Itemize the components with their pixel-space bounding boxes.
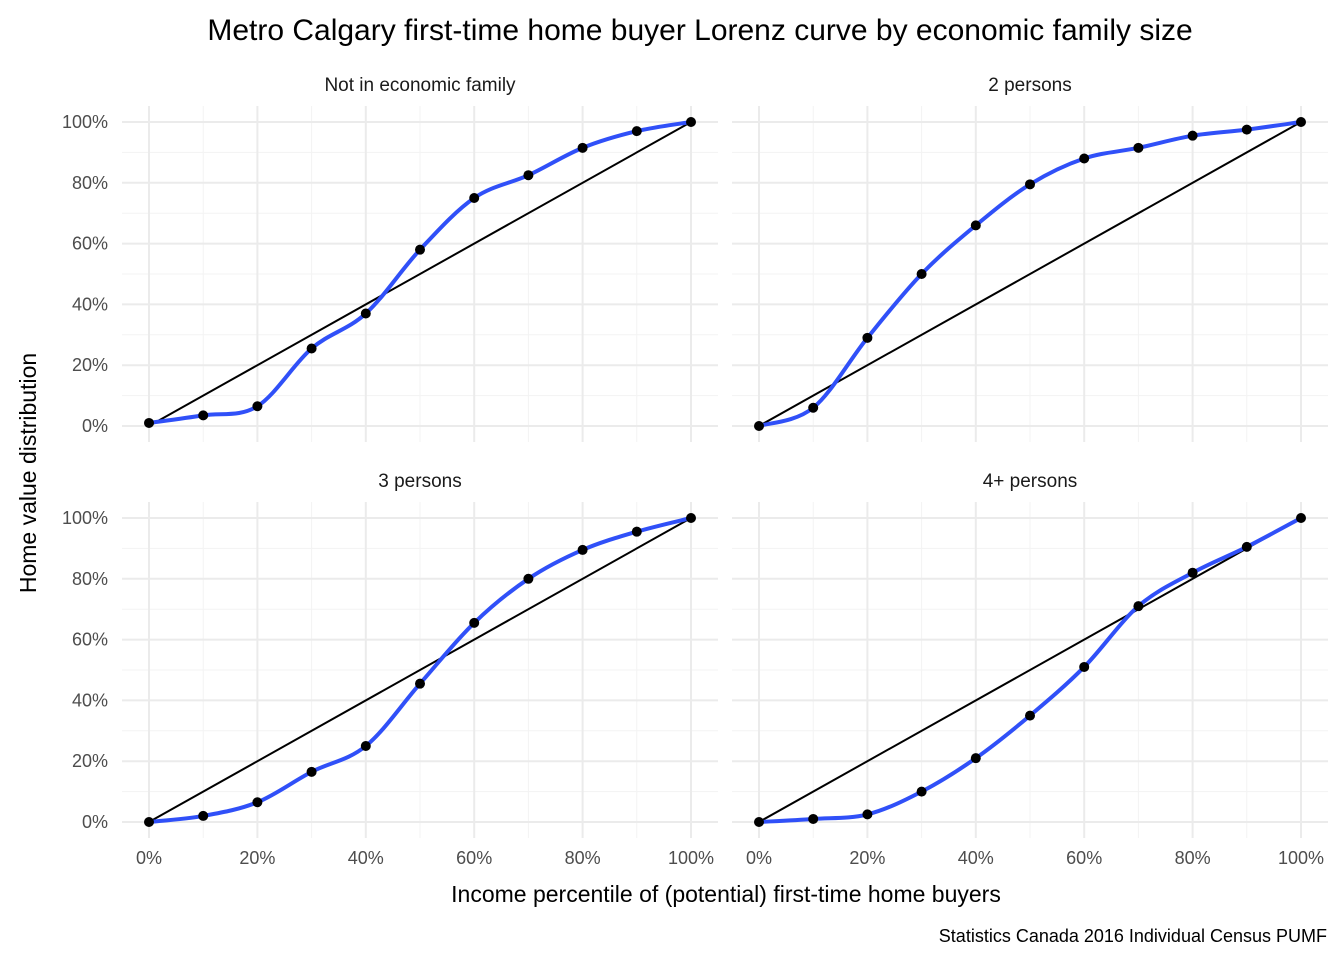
data-point [631, 526, 642, 537]
data-point [916, 786, 927, 797]
y-tick-label: 20% [72, 355, 108, 375]
data-point [198, 410, 209, 421]
x-tick-label: 40% [348, 848, 384, 868]
equality-line [148, 517, 692, 823]
data-point [631, 126, 642, 137]
data-point [360, 308, 371, 319]
equality-line [148, 121, 692, 427]
x-tick-label: 20% [239, 848, 275, 868]
panel-title: 2 persons [988, 75, 1071, 96]
panel-title: 4+ persons [983, 471, 1078, 492]
data-point [360, 741, 371, 751]
data-point [1079, 661, 1090, 672]
x-tick-label: 60% [456, 848, 492, 868]
data-point [469, 193, 480, 203]
chart-caption: Statistics Canada 2016 Individual Census… [939, 926, 1327, 946]
data-point [862, 809, 873, 820]
x-tick-label: 0% [136, 848, 162, 868]
data-point [523, 573, 534, 584]
data-point [1025, 179, 1035, 190]
y-tick-label: 80% [72, 173, 108, 193]
panel-title: Not in economic family [324, 75, 516, 96]
data-point [523, 170, 534, 181]
data-point [577, 142, 588, 153]
data-point [577, 544, 588, 555]
data-point [808, 402, 819, 413]
data-point [1241, 541, 1252, 552]
data-point [1133, 142, 1144, 153]
y-tick-label: 80% [72, 569, 108, 589]
x-tick-label: 80% [565, 848, 601, 868]
data-point [306, 766, 317, 777]
panel-3-persons: 3 persons 0% 20% 40% 60% 80% 100% 0% 20% 40% 60% 80… [62, 471, 718, 868]
data-point [415, 244, 425, 255]
data-point [916, 269, 927, 279]
data-point [1187, 130, 1198, 141]
y-tick-label: 0% [82, 812, 108, 832]
equality-line [758, 121, 1302, 427]
equality-line [758, 517, 1302, 823]
x-tick-label: 60% [1066, 848, 1102, 868]
data-point [1241, 124, 1252, 135]
data-point [415, 678, 425, 689]
data-point [252, 797, 263, 808]
y-tick-label: 20% [72, 751, 108, 771]
panel-4-persons: 4+ persons 0% 20% 40% 60% 80% 100% [732, 471, 1328, 868]
y-tick-label: 60% [72, 630, 108, 650]
data-point [970, 753, 981, 764]
y-tick-label: 0% [82, 416, 108, 436]
data-point [144, 417, 154, 428]
y-tick-label: 100% [62, 112, 108, 132]
y-tick-label: 60% [72, 234, 108, 254]
data-point [1025, 710, 1035, 721]
x-tick-label: 100% [668, 848, 714, 868]
data-point [306, 343, 317, 354]
x-tick-label: 100% [1278, 848, 1324, 868]
data-point [469, 617, 480, 628]
chart-title: Metro Calgary first-time home buyer Lore… [207, 14, 1192, 47]
data-point [1187, 567, 1198, 578]
data-point [686, 513, 696, 523]
data-point [1079, 153, 1090, 164]
y-tick-label: 40% [72, 294, 108, 314]
data-point [1296, 117, 1306, 127]
data-point [862, 332, 873, 343]
x-tick-label: 40% [958, 848, 994, 868]
y-tick-label: 100% [62, 508, 108, 528]
x-tick-label: 0% [746, 848, 772, 868]
x-tick-label: 20% [849, 848, 885, 868]
y-tick-label: 40% [72, 690, 108, 710]
data-point [808, 813, 819, 824]
data-point [754, 817, 764, 827]
data-point [198, 810, 209, 821]
data-point [686, 117, 696, 127]
data-point [252, 401, 263, 412]
data-point [144, 817, 154, 827]
panel-title: 3 persons [378, 471, 461, 492]
data-point [1133, 601, 1144, 612]
data-point [970, 220, 981, 231]
x-tick-label: 80% [1175, 848, 1211, 868]
data-point [1296, 513, 1306, 523]
panels: Not in economic family 0% 20% 40% 60% 80% 100%… [62, 75, 1328, 868]
lorenz-curve [147, 120, 693, 425]
lorenz-curve [757, 120, 1303, 428]
panel-not-in-economic-family: Not in economic family 0% 20% 40% 60% 80% 100% [62, 75, 718, 442]
data-point [754, 421, 764, 431]
y-axis-title: Home value distribution [15, 353, 41, 593]
x-axis-title: Income percentile of (potential) first-t… [451, 881, 1001, 907]
panel-2-persons: 2 persons [732, 75, 1328, 442]
